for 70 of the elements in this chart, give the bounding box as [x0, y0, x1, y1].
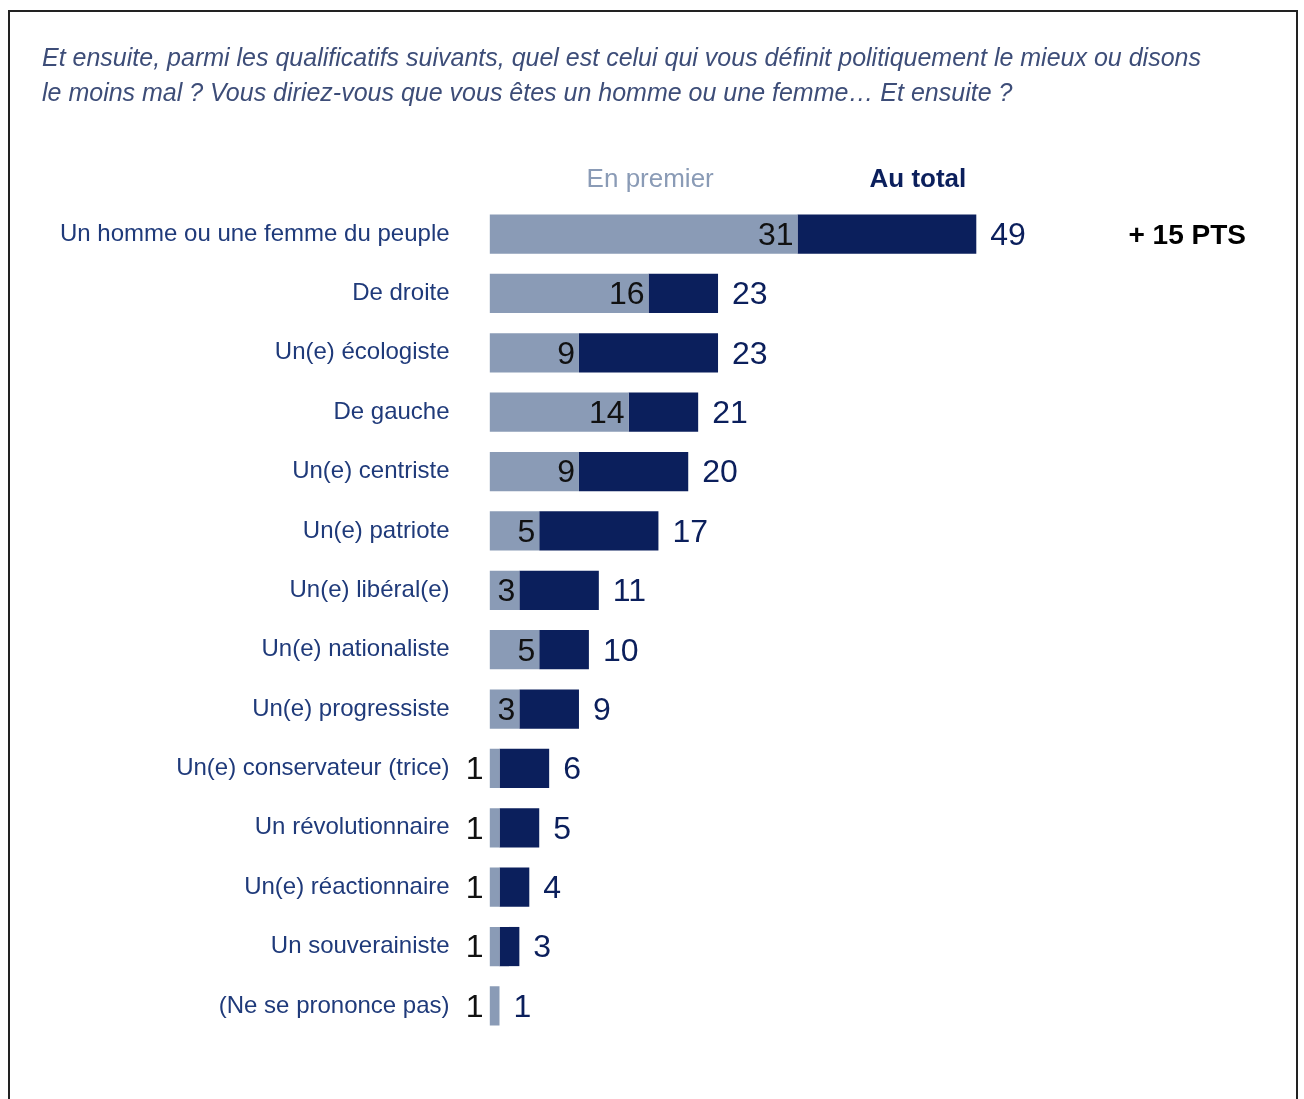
total-label: 3	[533, 928, 552, 965]
y-tick-label: Un(e) patriote	[302, 515, 450, 543]
series-label: En premier	[586, 162, 715, 193]
bar	[489, 867, 500, 907]
bar	[489, 511, 540, 551]
y-tick-label: Un révolutionnaire	[254, 812, 450, 840]
bar	[578, 333, 719, 373]
bar	[797, 214, 977, 254]
data-label: 5	[517, 631, 536, 668]
total-label: 23	[732, 334, 768, 371]
data-label: 9	[557, 334, 575, 371]
data-label: 14	[589, 394, 625, 431]
bar	[519, 689, 579, 729]
bar	[489, 333, 579, 373]
y-tick-label: Un(e) réactionnaire	[244, 871, 450, 899]
y-tick-label: Un homme ou une femme du peuple	[59, 218, 450, 246]
data-label: 1	[465, 869, 484, 905]
data-label: 3	[497, 572, 516, 609]
y-tick-label: (Ne se prononce pas)	[218, 990, 450, 1018]
bar	[489, 748, 500, 789]
data-label: 9	[557, 453, 575, 490]
total-label: 21	[712, 394, 748, 431]
y-tick-label: De gauche	[333, 396, 450, 424]
data-label: 5	[517, 512, 536, 549]
bar	[489, 214, 798, 254]
bar	[489, 273, 649, 314]
y-tick-label: Un(e) nationaliste	[261, 634, 450, 662]
data-label: 3	[497, 690, 516, 727]
total-label: 20	[702, 453, 738, 490]
bar	[648, 273, 719, 314]
total-label: 1	[465, 987, 484, 1024]
total-label: 17	[672, 512, 709, 549]
data-label: 1	[465, 809, 484, 846]
y-tick-label: Un(e) progressiste	[252, 693, 450, 721]
bar	[499, 748, 550, 789]
y-tick-label: Un(e) écologiste	[274, 337, 450, 365]
text: + 15 PTS	[1128, 218, 1246, 250]
data-label: 1	[465, 750, 484, 787]
bar	[539, 511, 659, 551]
series-label: Au total	[869, 162, 967, 193]
total-label: 5	[553, 809, 572, 846]
bar	[499, 926, 520, 967]
total-label: 49	[990, 215, 1026, 252]
bar	[489, 392, 629, 432]
y-tick-label: Un(e) centriste	[292, 456, 450, 484]
total-label: 10	[602, 631, 639, 668]
bar	[578, 451, 689, 492]
bar	[499, 867, 530, 907]
total-label: 4	[543, 869, 562, 905]
total-label: 9	[592, 690, 611, 727]
bar	[519, 570, 599, 610]
total-label: 23	[732, 275, 768, 312]
data-label: 1	[513, 987, 532, 1024]
total-label: 11	[612, 572, 647, 609]
bar	[499, 808, 540, 848]
data-label: 16	[608, 275, 645, 312]
chart-title: Et ensuite, parmi les qualificatifs suivants, quel est celui qui vous définit politiquement le mieux ou disons le moins mal ? Vous diriez-vous que vous êtes un homme ou une femme… Et ensuite ?	[42, 42, 1202, 108]
y-tick-label: De droite	[352, 278, 450, 306]
data-label: 31	[757, 215, 794, 252]
y-tick-label: Un(e) conservateur (trice)	[176, 753, 450, 781]
total-label: 6	[563, 750, 581, 787]
bar	[489, 986, 500, 1026]
bar	[489, 451, 579, 492]
y-tick-label: Un(e) libéral(e)	[289, 574, 450, 602]
bar	[489, 808, 500, 848]
bar	[539, 630, 589, 670]
data-label: 1	[465, 928, 484, 965]
bar	[628, 392, 699, 432]
y-tick-label: Un souverainiste	[270, 931, 450, 959]
bar	[489, 926, 500, 967]
